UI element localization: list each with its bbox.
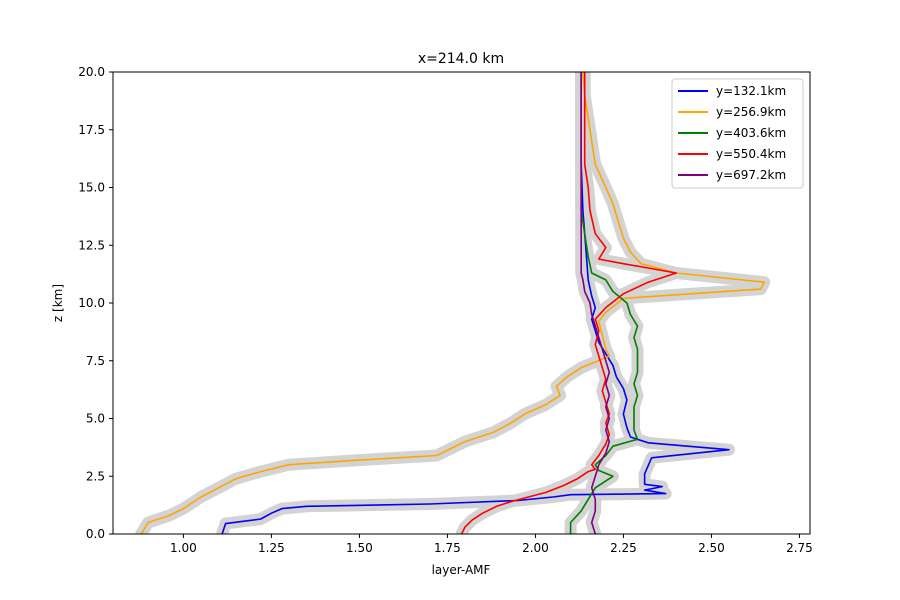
x-tick-label: 2.25 xyxy=(610,541,637,555)
x-tick-label: 2.50 xyxy=(698,541,725,555)
series-lines xyxy=(140,72,765,534)
x-tick-label: 2.00 xyxy=(522,541,549,555)
y-tick-label: 20.0 xyxy=(78,65,105,79)
y-tick-label: 7.5 xyxy=(86,354,105,368)
y-tick-label: 17.5 xyxy=(78,123,105,137)
y-tick-label: 5.0 xyxy=(86,412,105,426)
series-line xyxy=(221,72,730,534)
legend-entry-label: y=132.1km xyxy=(716,84,786,98)
y-tick-label: 12.5 xyxy=(78,238,105,252)
chart-title: x=214.0 km xyxy=(418,51,504,67)
legend-entry-label: y=403.6km xyxy=(716,126,786,140)
y-tick-label: 15.0 xyxy=(78,181,105,195)
uncertainty-band xyxy=(135,72,771,534)
legend-box xyxy=(671,78,804,189)
legend: y=132.1km y=256.9km y=403.6km y=550.4km y=69… xyxy=(671,78,804,189)
series-line xyxy=(580,72,611,534)
y-tick-label: 10.0 xyxy=(78,296,105,310)
series-line xyxy=(460,72,677,534)
legend-entry-label: y=550.4km xyxy=(716,147,786,161)
y-tick-label: 2.5 xyxy=(86,469,105,483)
y-axis-label: z [km] xyxy=(51,284,65,322)
legend-entry-label: y=697.2km xyxy=(716,168,786,182)
x-tick-label: 2.75 xyxy=(786,541,813,555)
x-axis: 1.00 1.25 1.50 1.75 2.00 2.25 2.50 2.75 xyxy=(170,534,813,555)
series-line xyxy=(140,72,765,534)
series-line xyxy=(569,72,639,534)
x-tick-label: 1.00 xyxy=(170,541,197,555)
x-tick-label: 1.25 xyxy=(258,541,285,555)
x-tick-label: 1.50 xyxy=(346,541,373,555)
x-axis-label: layer-AMF xyxy=(432,563,491,577)
y-axis: 0.0 2.5 5.0 7.5 10.0 12.5 15.0 17.5 20.0 xyxy=(78,65,113,541)
y-tick-label: 0.0 xyxy=(86,527,105,541)
x-tick-label: 1.75 xyxy=(434,541,461,555)
legend-entry-label: y=256.9km xyxy=(716,105,786,119)
uncertainty-bands xyxy=(135,72,771,534)
